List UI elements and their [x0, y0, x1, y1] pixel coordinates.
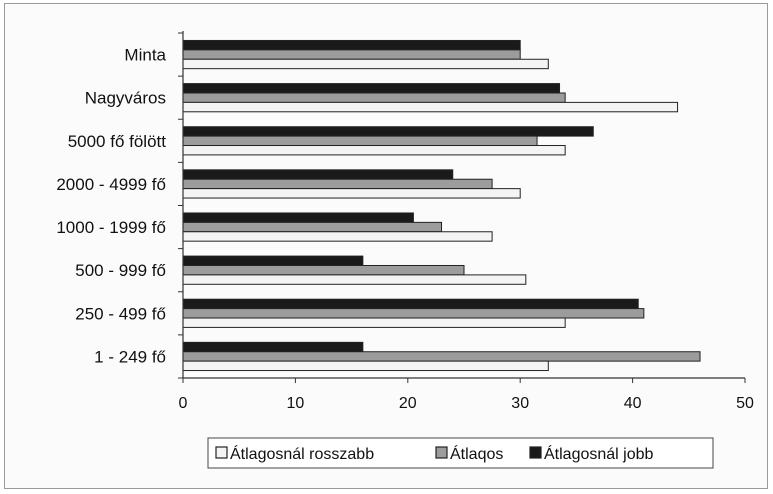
- category-label: Minta: [124, 46, 166, 65]
- bar-atlagosnal-rosszabb-2000-4999-fo: [183, 189, 520, 198]
- bar-atlagosnal-jobb-nagyvaros: [183, 84, 560, 93]
- x-tick-label: 20: [399, 395, 417, 412]
- category-label: 1 - 249 fő: [94, 347, 166, 366]
- tick-labels: 0 10 20 30 40 50: [179, 395, 754, 412]
- bar-atlagosnal-rosszabb-1-249-fo: [183, 361, 548, 370]
- legend: Átlagosnál rosszabb Átlaqos Átlagosnál job…: [208, 438, 713, 468]
- bar-atlaqos-2000-4999-fo: [183, 179, 492, 188]
- category-label: 1000 - 1999 fő: [56, 218, 166, 237]
- bar-atlagosnal-rosszabb-minta: [183, 59, 548, 68]
- x-tick-label: 10: [287, 395, 305, 412]
- category-label: 2000 - 4999 fő: [56, 175, 166, 194]
- bar-atlagosnal-jobb-5000-fo-folott: [183, 127, 593, 136]
- bar-atlaqos-1-249-fo: [183, 352, 700, 361]
- bar-atlagosnal-jobb-500-999-fo: [183, 256, 363, 265]
- bar-atlaqos-5000-fo-folott: [183, 136, 537, 145]
- bar-atlagosnal-jobb-minta: [183, 40, 520, 49]
- bar-atlagosnal-rosszabb-500-999-fo: [183, 275, 526, 284]
- bar-atlaqos-1000-1999-fo: [183, 222, 442, 231]
- bar-atlaqos-500-999-fo: [183, 265, 464, 274]
- bar-atlaqos-250-499-fo: [183, 309, 644, 318]
- x-tick-label: 30: [511, 395, 529, 412]
- category-label: 5000 fő fölött: [68, 132, 167, 151]
- bar-atlagosnal-rosszabb-250-499-fo: [183, 318, 565, 327]
- x-tick-label: 0: [179, 395, 188, 412]
- legend-label-atlagosnal-rosszabb: Átlagosnál rosszabb: [230, 444, 374, 463]
- bar-atlagosnal-jobb-1000-1999-fo: [183, 213, 413, 222]
- bar-atlagosnal-jobb-250-499-fo: [183, 299, 638, 308]
- legend-swatch-atlagosnal-rosszabb: [216, 447, 227, 458]
- legend-label-atlagosnal-jobb: Átlagosnál jobb: [544, 444, 654, 463]
- bar-atlagosnal-rosszabb-1000-1999-fo: [183, 232, 492, 241]
- bars-group: [183, 40, 700, 370]
- category-label: 500 - 999 fő: [75, 261, 166, 280]
- category-label: 250 - 499 fő: [75, 304, 166, 323]
- bar-atlagosnal-jobb-1-249-fo: [183, 342, 363, 351]
- legend-swatch-atlaqos: [436, 447, 447, 458]
- bar-atlaqos-nagyvaros: [183, 93, 565, 102]
- legend-label-atlaqos: Átlaqos: [450, 444, 503, 463]
- bar-atlaqos-minta: [183, 50, 520, 59]
- bar-atlagosnal-jobb-2000-4999-fo: [183, 170, 453, 179]
- x-tick-label: 40: [624, 395, 642, 412]
- category-label: Nagyváros: [85, 89, 166, 108]
- legend-swatch-atlagosnal-jobb: [530, 447, 541, 458]
- bar-atlagosnal-rosszabb-nagyvaros: [183, 102, 678, 111]
- category-labels: Minta Nagyváros 5000 fő fölött 2000 - 4999 …: [56, 46, 166, 367]
- bar-atlagosnal-rosszabb-5000-fo-folott: [183, 146, 565, 155]
- x-tick-label: 50: [736, 395, 754, 412]
